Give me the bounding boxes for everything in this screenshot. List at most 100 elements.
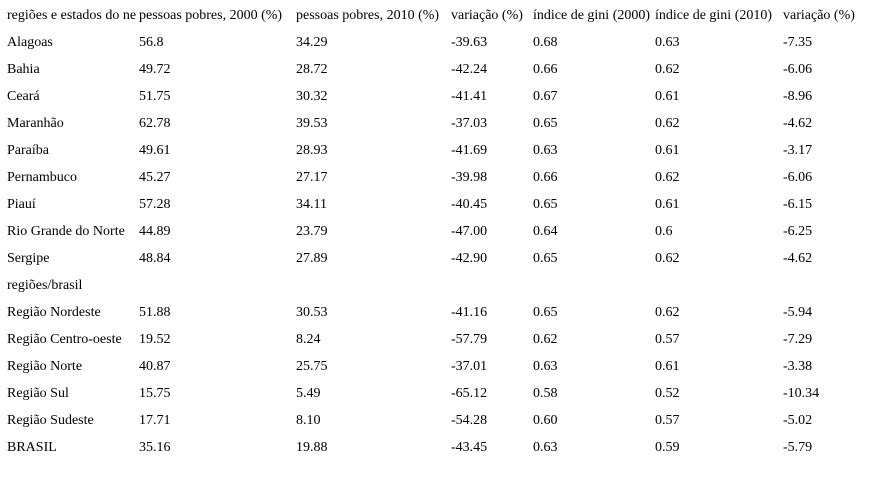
- table-row: Região Sul 15.75 5.49 -65.12 0.58 0.52 -…: [0, 380, 869, 407]
- cell-poor-2010: 8.24: [296, 332, 321, 347]
- table-row: Rio Grande do Norte 44.89 23.79 -47.00 0…: [0, 218, 869, 245]
- table-body: Alagoas 56.8 34.29 -39.63 0.68 0.63 -7.3…: [0, 29, 869, 461]
- row-label: Região Centro-oeste: [7, 332, 122, 347]
- cell-variation-poor: -54.28: [451, 413, 488, 428]
- cell-poor-2010: [296, 272, 451, 299]
- cell-poor-2010: 39.53: [296, 116, 328, 131]
- cell-poor-2000: 49.61: [139, 143, 171, 158]
- cell-variation-poor: -42.24: [451, 62, 488, 77]
- cell-gini-2000: 0.64: [533, 224, 558, 239]
- row-label: Maranhão: [7, 116, 64, 131]
- table-row: Piauí 57.28 34.11 -40.45 0.65 0.61 -6.15: [0, 191, 869, 218]
- cell-variation-poor: -41.69: [451, 143, 488, 158]
- cell-gini-2010: [655, 272, 783, 299]
- cell-variation-gini: -3.38: [783, 359, 813, 374]
- table-row: Região Nordeste 51.88 30.53 -41.16 0.65 …: [0, 299, 869, 326]
- cell-variation-gini: -5.94: [783, 305, 813, 320]
- cell-poor-2010: 30.32: [296, 89, 328, 104]
- table-row: Região Centro-oeste 19.52 8.24 -57.79 0.…: [0, 326, 869, 353]
- cell-gini-2000: 0.62: [533, 332, 558, 347]
- cell-poor-2000: 51.75: [139, 89, 171, 104]
- cell-variation-poor: -43.45: [451, 440, 488, 455]
- row-label: Sergipe: [7, 251, 50, 266]
- cell-gini-2000: 0.66: [533, 62, 558, 77]
- table-row: Maranhão 62.78 39.53 -37.03 0.65 0.62 -4…: [0, 110, 869, 137]
- cell-poor-2010: 8.10: [296, 413, 321, 428]
- cell-gini-2000: 0.63: [533, 143, 558, 158]
- cell-variation-gini: -10.34: [783, 386, 820, 401]
- cell-variation-gini: -6.06: [783, 62, 813, 77]
- cell-poor-2000: 49.72: [139, 62, 171, 77]
- column-header-gini-2000: índice de gini (2000): [533, 8, 651, 23]
- cell-poor-2000: 35.16: [139, 440, 171, 455]
- cell-poor-2000: 62.78: [139, 116, 171, 131]
- cell-variation-poor: -39.63: [451, 35, 488, 50]
- header-row: regiões e estados do ne pessoas pobres, …: [0, 2, 869, 29]
- cell-gini-2010: 0.61: [655, 89, 680, 104]
- table-row: regiões/brasil: [0, 272, 869, 299]
- cell-variation-poor: -65.12: [451, 386, 488, 401]
- cell-variation-poor: -47.00: [451, 224, 488, 239]
- row-label: regiões/brasil: [7, 278, 83, 293]
- row-label: Alagoas: [7, 35, 53, 50]
- cell-variation-poor: [451, 272, 533, 299]
- cell-poor-2000: 51.88: [139, 305, 171, 320]
- row-label: BRASIL: [7, 440, 57, 455]
- cell-poor-2000: 17.71: [139, 413, 171, 428]
- cell-variation-poor: -42.90: [451, 251, 488, 266]
- table-row: Sergipe 48.84 27.89 -42.90 0.65 0.62 -4.…: [0, 245, 869, 272]
- cell-poor-2010: 30.53: [296, 305, 328, 320]
- cell-gini-2010: 0.62: [655, 170, 680, 185]
- row-label: Paraíba: [7, 143, 49, 158]
- cell-gini-2010: 0.57: [655, 413, 680, 428]
- table-row: Bahia 49.72 28.72 -42.24 0.66 0.62 -6.06: [0, 56, 869, 83]
- table-row: Ceará 51.75 30.32 -41.41 0.67 0.61 -8.96: [0, 83, 869, 110]
- cell-poor-2010: 28.72: [296, 62, 328, 77]
- cell-poor-2010: 27.89: [296, 251, 328, 266]
- cell-gini-2000: [533, 272, 655, 299]
- cell-gini-2000: 0.60: [533, 413, 558, 428]
- column-header-variation-poor: variação (%): [451, 8, 523, 23]
- cell-poor-2010: 34.29: [296, 35, 328, 50]
- cell-variation-gini: -6.15: [783, 197, 813, 212]
- cell-gini-2010: 0.63: [655, 35, 680, 50]
- cell-variation-poor: -37.03: [451, 116, 488, 131]
- cell-variation-gini: -8.96: [783, 89, 813, 104]
- cell-poor-2010: 25.75: [296, 359, 328, 374]
- cell-gini-2010: 0.62: [655, 62, 680, 77]
- cell-variation-gini: -7.35: [783, 35, 813, 50]
- cell-gini-2010: 0.59: [655, 440, 680, 455]
- row-label: Bahia: [7, 62, 40, 77]
- cell-variation-gini: -6.25: [783, 224, 813, 239]
- row-label: Região Nordeste: [7, 305, 101, 320]
- cell-gini-2000: 0.63: [533, 440, 558, 455]
- cell-gini-2010: 0.61: [655, 359, 680, 374]
- cell-poor-2010: 27.17: [296, 170, 328, 185]
- cell-gini-2010: 0.57: [655, 332, 680, 347]
- cell-gini-2010: 0.61: [655, 197, 680, 212]
- row-label: Piauí: [7, 197, 36, 212]
- cell-gini-2000: 0.63: [533, 359, 558, 374]
- row-label: Ceará: [7, 89, 40, 104]
- cell-gini-2010: 0.62: [655, 116, 680, 131]
- cell-poor-2010: 5.49: [296, 386, 321, 401]
- column-header-poor-2000: pessoas pobres, 2000 (%): [139, 8, 283, 23]
- cell-gini-2000: 0.65: [533, 197, 558, 212]
- cell-gini-2010: 0.62: [655, 305, 680, 320]
- cell-poor-2000: [139, 272, 296, 299]
- cell-variation-gini: -7.29: [783, 332, 813, 347]
- cell-poor-2010: 23.79: [296, 224, 328, 239]
- cell-poor-2000: 15.75: [139, 386, 171, 401]
- cell-variation-gini: [783, 272, 869, 299]
- column-header-gini-2010: índice de gini (2010): [655, 8, 773, 23]
- cell-variation-poor: -41.16: [451, 305, 488, 320]
- cell-gini-2010: 0.6: [655, 224, 673, 239]
- row-label: Pernambuco: [7, 170, 77, 185]
- cell-variation-gini: -4.62: [783, 116, 813, 131]
- cell-gini-2000: 0.65: [533, 305, 558, 320]
- cell-variation-poor: -40.45: [451, 197, 488, 212]
- cell-gini-2000: 0.66: [533, 170, 558, 185]
- cell-poor-2010: 34.11: [296, 197, 327, 212]
- column-header-poor-2010: pessoas pobres, 2010 (%): [296, 8, 440, 23]
- cell-variation-gini: -5.79: [783, 440, 813, 455]
